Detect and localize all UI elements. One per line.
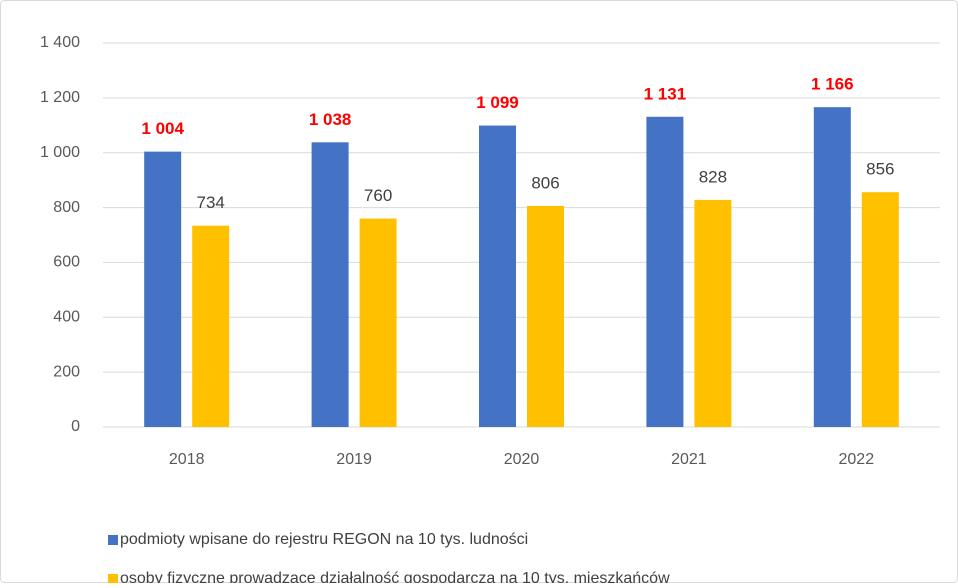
bar bbox=[527, 205, 564, 427]
x-tick-label: 2019 bbox=[336, 451, 372, 468]
bar bbox=[311, 142, 349, 427]
y-tick-label: 1 400 bbox=[40, 34, 80, 51]
data-label: 806 bbox=[531, 173, 559, 192]
y-tick-label: 200 bbox=[53, 363, 80, 380]
x-tick-label: 2022 bbox=[839, 451, 875, 468]
data-label: 760 bbox=[364, 186, 392, 205]
data-label: 1 099 bbox=[476, 93, 519, 112]
y-tick-label: 800 bbox=[53, 199, 80, 216]
legend-swatch bbox=[108, 535, 118, 545]
bar bbox=[144, 151, 182, 428]
y-tick-label: 1 200 bbox=[40, 89, 80, 106]
bar bbox=[479, 125, 516, 427]
data-label: 1 038 bbox=[309, 110, 352, 129]
bar bbox=[813, 107, 851, 427]
y-tick-label: 1 000 bbox=[40, 144, 80, 161]
bar bbox=[646, 116, 684, 427]
y-tick-label: 600 bbox=[53, 254, 80, 271]
x-tick-label: 2021 bbox=[671, 451, 707, 468]
legend-swatch bbox=[108, 574, 118, 584]
data-label: 734 bbox=[197, 193, 225, 212]
data-label: 1 166 bbox=[811, 75, 854, 94]
data-label: 856 bbox=[866, 160, 894, 179]
legend-label: podmioty wpisane do rejestru REGON na 10… bbox=[120, 531, 528, 548]
x-tick-label: 2020 bbox=[504, 451, 540, 468]
bar bbox=[192, 225, 230, 427]
bar bbox=[694, 199, 732, 427]
data-label: 1 131 bbox=[644, 84, 687, 103]
bar bbox=[861, 192, 899, 427]
y-tick-label: 400 bbox=[53, 309, 80, 326]
bar bbox=[359, 218, 397, 427]
data-label: 1 004 bbox=[141, 119, 184, 138]
x-tick-label: 2018 bbox=[169, 451, 205, 468]
y-tick-label: 0 bbox=[71, 418, 80, 435]
legend-label: osoby fizyczne prowadzące działalność go… bbox=[120, 570, 670, 583]
data-label: 828 bbox=[699, 167, 727, 186]
